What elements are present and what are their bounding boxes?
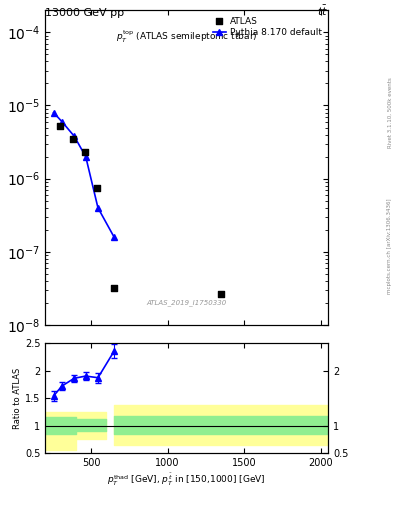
- Text: ATLAS_2019_I1750330: ATLAS_2019_I1750330: [147, 300, 227, 307]
- Line: Pythia 8.170 default: Pythia 8.170 default: [50, 109, 118, 241]
- ATLAS: [218, 289, 224, 297]
- X-axis label: $p_T^{\mathrm{thad}}$ [GeV], $p_T^{\bar{t}}$ in [150,1000] [GeV]: $p_T^{\mathrm{thad}}$ [GeV], $p_T^{\bar{…: [107, 472, 266, 488]
- Text: mcplots.cern.ch [arXiv:1306.3436]: mcplots.cern.ch [arXiv:1306.3436]: [387, 198, 392, 293]
- Text: Rivet 3.1.10, 500k events: Rivet 3.1.10, 500k events: [387, 77, 392, 148]
- Pythia 8.170 default: [60, 119, 64, 125]
- Pythia 8.170 default: [51, 110, 56, 116]
- Text: $t\bar{t}$: $t\bar{t}$: [317, 4, 328, 18]
- ATLAS: [94, 184, 100, 192]
- ATLAS: [57, 122, 64, 131]
- Text: $p_T^{\mathrm{top}}$ (ATLAS semileptonic ttbar): $p_T^{\mathrm{top}}$ (ATLAS semileptonic…: [116, 29, 257, 46]
- ATLAS: [111, 284, 117, 292]
- Text: 13000 GeV pp: 13000 GeV pp: [45, 8, 124, 18]
- Y-axis label: $d^2\sigma$ / $dp_T^{t,\mathrm{had}}$ $dp_T^{\bar{t},\mathrm{bar\{t\}}}$[pb/GeV$: $d^2\sigma$ / $dp_T^{t,\mathrm{had}}$ $d…: [0, 107, 4, 228]
- ATLAS: [82, 148, 88, 156]
- Legend: ATLAS, Pythia 8.170 default: ATLAS, Pythia 8.170 default: [211, 15, 324, 39]
- Pythia 8.170 default: [95, 205, 100, 211]
- Pythia 8.170 default: [112, 234, 116, 240]
- Y-axis label: Ratio to ATLAS: Ratio to ATLAS: [13, 368, 22, 429]
- Pythia 8.170 default: [83, 154, 88, 160]
- ATLAS: [70, 135, 76, 143]
- Pythia 8.170 default: [72, 133, 77, 139]
